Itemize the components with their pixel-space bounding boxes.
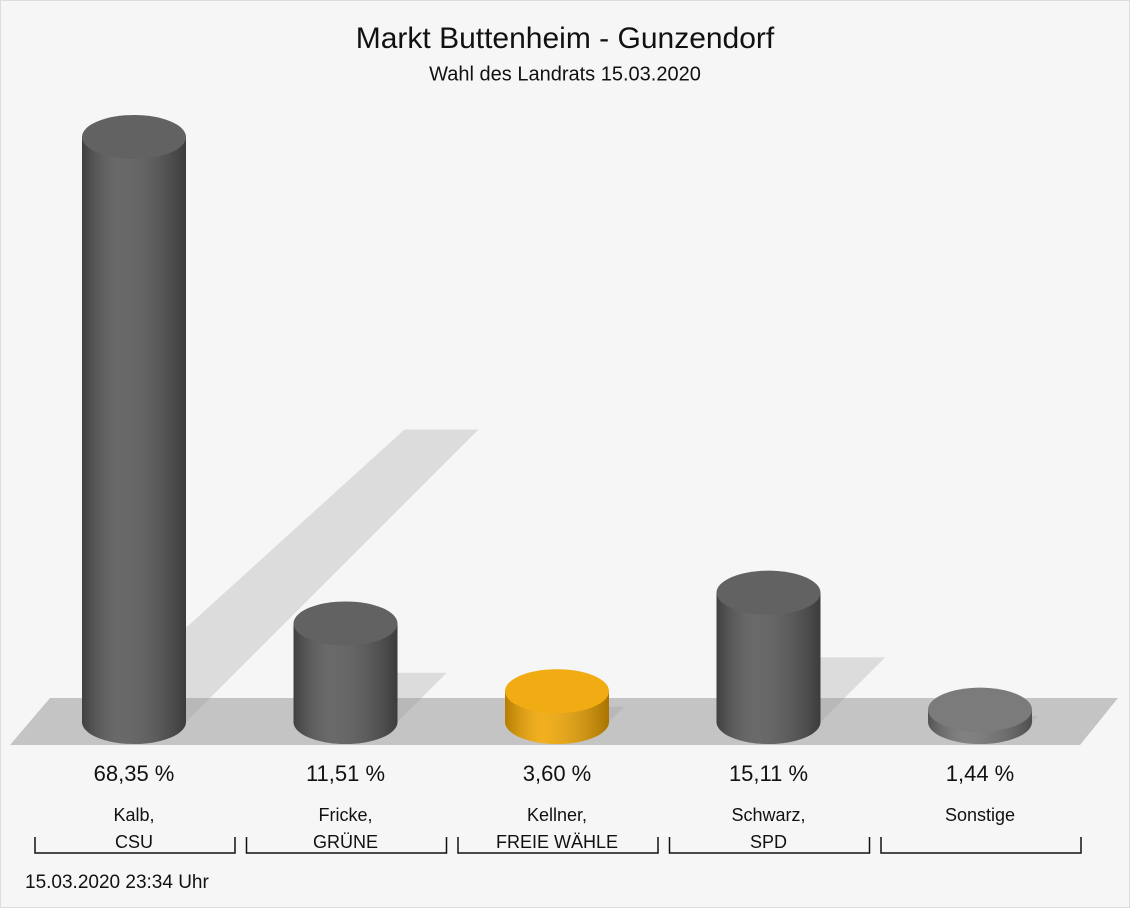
category-label: Kellner, [527,805,587,825]
category-bracket [457,837,659,854]
category-label: GRÜNE [313,832,378,852]
bar-top-shade [82,115,186,159]
chart-title: Markt Buttenheim - Gunzendorf [356,22,775,55]
bar [716,570,821,744]
category-label: CSU [115,832,153,852]
category-bracket [34,837,236,854]
category-label: SPD [750,832,787,852]
category-label: Kalb, [113,805,154,825]
value-label: 1,44 % [946,761,1015,786]
bars [82,115,1032,744]
bar-top [82,115,186,159]
bar-top [293,601,398,646]
bar-top [716,570,821,615]
bar [293,601,398,744]
category-bracket [880,837,1082,854]
footnote: 15.03.2020 23:34 Uhr [25,872,209,893]
bar [505,669,609,744]
value-label: 11,51 % [306,761,385,786]
chart-subtitle: Wahl des Landrats 15.03.2020 [429,63,701,85]
bar-top-shade [293,601,398,646]
bar-top-shade [928,687,1032,732]
bar-top [928,687,1032,732]
value-label: 3,60 % [523,761,592,786]
value-label: 68,35 % [94,761,175,786]
category-bracket [668,837,871,854]
bar-top-shade [505,669,609,714]
category-bracket [245,837,448,854]
value-label: 15,11 % [729,761,808,786]
bar [928,687,1032,744]
bar-top-shade [716,570,821,615]
category-label: Sonstige [945,805,1015,825]
category-label: FREIE WÄHLE [496,832,618,852]
bar-top [505,669,609,714]
category-label: Schwarz, [731,805,805,825]
category-label: Fricke, [319,805,373,825]
bar-body-shade [82,137,186,722]
bar [82,115,186,744]
